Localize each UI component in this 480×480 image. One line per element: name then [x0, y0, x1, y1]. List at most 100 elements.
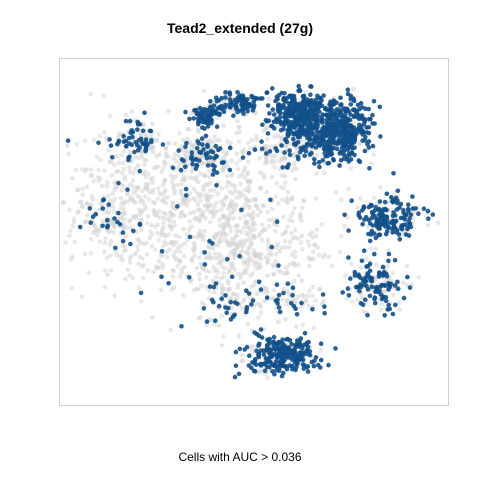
cell-point-low	[295, 262, 301, 267]
cell-point-low	[181, 226, 186, 232]
cell-point-low	[102, 249, 107, 254]
cell-point-high	[268, 350, 273, 356]
cell-point-low	[127, 273, 132, 278]
cell-point-low	[318, 347, 324, 353]
cell-point-low	[219, 207, 224, 212]
cell-point-low	[191, 209, 197, 215]
cell-point-low	[199, 283, 204, 288]
cell-point-low	[150, 121, 155, 127]
cell-point-low	[305, 239, 311, 244]
cell-point-low	[63, 240, 68, 246]
cell-point-high	[266, 341, 272, 346]
cell-point-low	[137, 254, 143, 260]
cell-point-low	[104, 183, 110, 189]
cell-point-low	[314, 171, 319, 176]
cell-point-high	[297, 117, 302, 122]
cell-point-low	[214, 200, 219, 206]
cell-point-low	[82, 168, 88, 174]
cell-point-high	[392, 257, 398, 263]
cell-point-high	[197, 105, 203, 111]
cell-point-low	[142, 169, 148, 174]
cell-point-low	[290, 210, 295, 216]
cell-point-high	[370, 143, 376, 149]
cell-point-low	[247, 294, 252, 300]
cell-point-low	[265, 136, 270, 142]
cell-point-high	[203, 133, 209, 139]
cell-point-low	[201, 161, 206, 166]
cell-point-high	[386, 283, 392, 288]
cell-point-low	[196, 286, 201, 292]
cell-point-low	[346, 186, 351, 192]
cell-point-low	[250, 220, 256, 226]
cell-point-high	[195, 139, 200, 144]
cell-point-low	[161, 220, 166, 226]
cell-point-high	[392, 283, 398, 288]
cell-point-high	[214, 124, 220, 129]
cell-point-low	[189, 258, 195, 264]
cell-point-high	[399, 223, 405, 228]
cell-point-low	[72, 239, 77, 244]
cell-point-high	[357, 288, 362, 294]
cell-point-low	[85, 213, 90, 218]
cell-point-low	[141, 122, 146, 128]
cell-point-low	[156, 186, 161, 191]
cell-point-low	[234, 151, 239, 156]
cell-point-high	[337, 111, 343, 117]
cell-point-high	[377, 232, 383, 238]
cell-point-high	[276, 305, 282, 310]
cell-point-low	[125, 267, 131, 272]
cell-point-low	[191, 248, 196, 254]
cell-point-low	[359, 265, 364, 270]
cell-point-low	[351, 86, 356, 92]
cell-point-high	[397, 237, 403, 242]
cell-point-low	[260, 222, 265, 228]
cell-point-high	[330, 116, 336, 122]
cell-point-low	[111, 229, 116, 235]
cell-point-low	[167, 218, 173, 223]
cell-point-high	[274, 367, 279, 373]
cell-point-high	[232, 312, 237, 318]
cell-point-high	[286, 162, 291, 167]
cell-point-low	[121, 224, 126, 230]
cell-point-low	[255, 212, 261, 218]
cell-point-high	[299, 106, 304, 112]
cell-point-high	[237, 253, 242, 259]
cell-point-high	[311, 106, 316, 112]
cell-point-low	[219, 253, 224, 259]
cell-point-high	[348, 102, 354, 107]
cell-point-low	[155, 196, 161, 202]
cell-point-low	[161, 210, 166, 216]
cell-point-low	[309, 230, 315, 235]
cell-point-high	[344, 106, 349, 112]
cell-point-low	[104, 256, 110, 261]
cell-point-low	[108, 198, 113, 203]
cell-point-low	[357, 196, 363, 201]
cell-point-low	[261, 204, 267, 209]
cell-point-high	[282, 121, 288, 126]
cell-point-low	[157, 215, 162, 220]
cell-point-high	[298, 336, 304, 341]
cell-point-low	[355, 205, 360, 210]
cell-point-high	[265, 103, 271, 108]
cell-point-low	[224, 152, 229, 157]
cell-point-high	[277, 309, 283, 315]
cell-point-high	[123, 118, 129, 124]
cell-point-high	[313, 116, 319, 122]
cell-point-high	[309, 359, 315, 365]
cell-point-high	[278, 119, 283, 124]
cell-point-low	[177, 260, 182, 265]
cell-point-low	[139, 227, 144, 233]
cell-point-low	[140, 275, 146, 281]
cell-point-low	[245, 321, 250, 327]
cell-point-low	[194, 266, 200, 271]
cell-point-low	[146, 197, 152, 202]
cell-point-low	[247, 226, 252, 232]
cell-point-high	[390, 199, 395, 204]
cell-point-high	[314, 128, 320, 134]
cell-point-low	[171, 219, 177, 225]
cell-point-high	[285, 281, 291, 286]
cell-point-low	[263, 143, 268, 149]
cell-point-high	[227, 145, 233, 150]
cell-point-low	[164, 255, 170, 260]
cell-point-low	[236, 124, 242, 130]
